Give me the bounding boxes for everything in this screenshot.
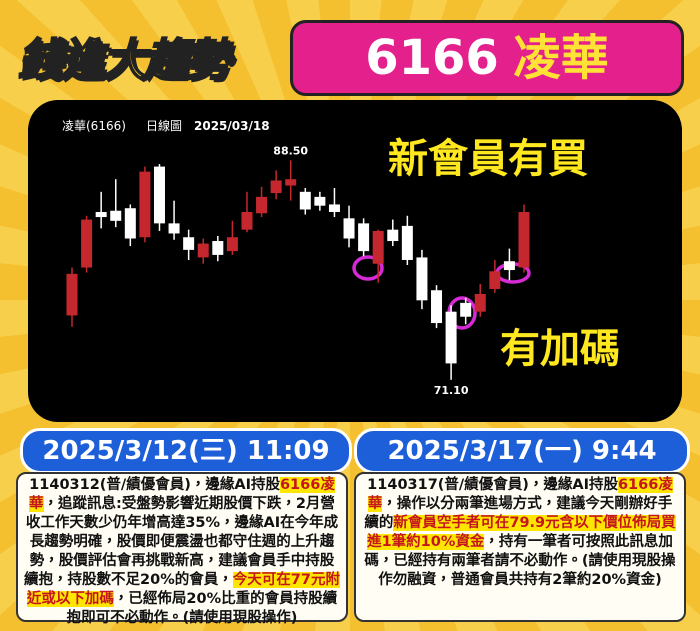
post-text: ，已經佈局20%比重的會員持股續抱即可不必動作。(請使用現股操作) xyxy=(66,591,338,626)
candle-body xyxy=(503,261,515,271)
post-body: 1140317(普/績優會員)，邊緣AI持股6166凌華，操作以分兩筆進場方式，… xyxy=(354,472,686,622)
candle-body xyxy=(431,290,443,324)
candle-body xyxy=(168,223,180,234)
post-body: 1140312(普/績優會員)，邊緣AI持股6166凌華，追蹤訊息:受盤勢影響近… xyxy=(16,472,348,626)
candle-body xyxy=(343,218,355,239)
candle-body xyxy=(285,179,297,186)
candle-body xyxy=(241,212,253,230)
post-time: 2025/3/12(三) 11:09 xyxy=(20,428,352,474)
chart-title: 凌華(6166) xyxy=(62,119,126,133)
candle-body xyxy=(445,311,457,364)
candle-body xyxy=(153,166,165,224)
candle-body xyxy=(387,229,399,242)
post-text: ，追蹤訊息:受盤勢影響近期股價下跌，2月營收工作天數少仍年增高達35%，邊緣AI… xyxy=(24,496,339,588)
post-text: ，操作以分兩筆進場方式，建議今天剛辦好手續的 xyxy=(364,496,673,531)
candle-body xyxy=(110,210,122,221)
candle-body xyxy=(372,230,384,264)
callout: 有加碼 xyxy=(500,326,620,372)
candle-body xyxy=(358,223,370,252)
candle-body xyxy=(270,180,282,194)
price-annotation: 88.50 xyxy=(273,144,308,157)
candle-body xyxy=(489,271,501,289)
callout: 新會員有買 xyxy=(388,136,588,182)
candle-body xyxy=(474,294,486,312)
stock-code: 6166 xyxy=(365,30,499,86)
candle-body xyxy=(212,241,224,255)
candle-body xyxy=(416,257,428,301)
candle-body xyxy=(95,212,107,218)
price-annotation: 71.10 xyxy=(434,384,469,397)
chart-date: 2025/03/18 xyxy=(194,119,270,133)
candle-body xyxy=(401,225,413,260)
post-time: 2025/3/17(一) 9:44 xyxy=(354,428,690,474)
post-text: ，持有一筆者可按照此訊息加碼，已經持有兩筆者請不必動作。(請使用現股操作勿融資，… xyxy=(364,534,676,588)
chart: 凌華(6166) 日線圖 2025/03/18 新會員有買 有加碼 88.50 7… xyxy=(62,118,620,397)
candle-body xyxy=(256,196,268,214)
candle-body xyxy=(183,237,195,250)
candle-body xyxy=(460,302,472,317)
candle-body xyxy=(66,273,78,316)
candle-body xyxy=(226,237,238,252)
stock-name: 凌華 xyxy=(512,30,609,86)
circle xyxy=(352,255,384,281)
post-text: 1140312(普/績優會員)，邊緣AI持股 xyxy=(29,477,280,493)
candle-body xyxy=(314,196,326,206)
post-text: 1140317(普/績優會員)，邊緣AI持股 xyxy=(367,477,618,493)
candle-body xyxy=(299,191,311,210)
logo: 錢進大趨勢 xyxy=(17,34,231,87)
chart-subtitle: 日線圖 xyxy=(146,118,182,133)
candle-body xyxy=(518,212,530,268)
candle-body xyxy=(139,171,151,238)
candle-body xyxy=(328,204,340,213)
candle-body xyxy=(197,243,209,258)
candle-body xyxy=(124,208,136,239)
stock-banner: 6166 凌華 xyxy=(290,20,684,96)
candle-body xyxy=(81,219,93,268)
